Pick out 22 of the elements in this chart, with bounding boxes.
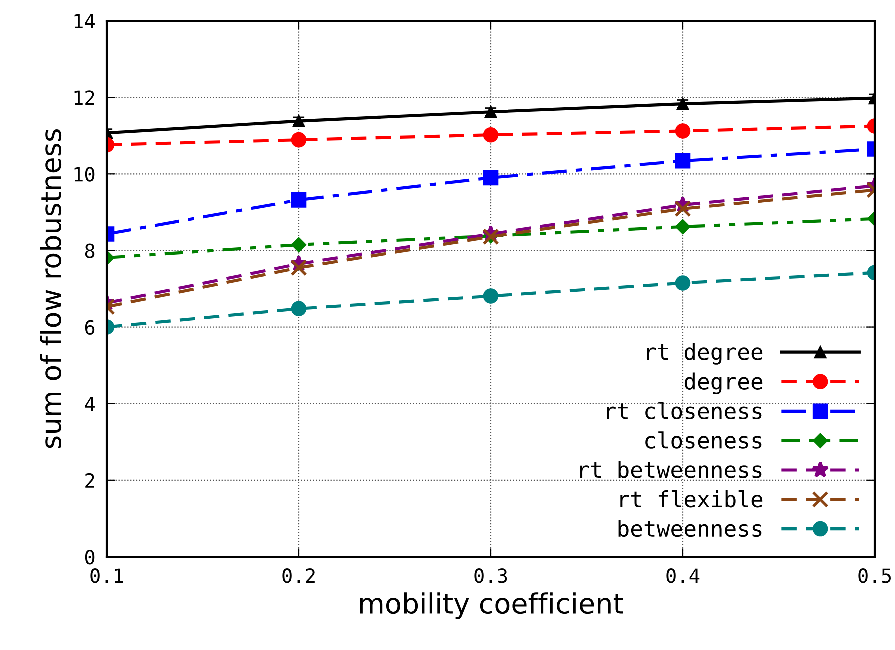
legend-label: rt betweenness — [580, 461, 762, 478]
legend-label: betweenness — [618, 520, 762, 538]
y-tick-label: 12 — [74, 90, 94, 106]
legend-label: closeness — [646, 432, 762, 449]
x-tick-label: 0.1 — [90, 568, 124, 584]
y-tick-label: 8 — [85, 244, 95, 258]
y-axis-title: sum of flow robustness — [40, 130, 62, 448]
y-tick-label: 10 — [74, 167, 95, 182]
x-tick-label: 0.3 — [474, 568, 508, 584]
x-tick-label: 0.2 — [282, 568, 315, 584]
legend-label: rt closeness — [607, 402, 762, 420]
x-tick-label: 0.5 — [858, 568, 892, 584]
legend-label: rt flexible — [620, 490, 763, 508]
y-tick-label: 14 — [74, 14, 95, 28]
y-tick-label: 2 — [86, 473, 94, 488]
y-tick-label: 4 — [85, 397, 95, 412]
x-axis-title: mobility coefficient — [360, 592, 624, 620]
y-tick-label: 6 — [85, 320, 95, 335]
legend-label: degree — [684, 372, 763, 394]
x-tick-label: 0.4 — [666, 568, 700, 584]
legend-label: rt degree — [647, 343, 763, 365]
y-tick-label: 0 — [85, 550, 95, 565]
